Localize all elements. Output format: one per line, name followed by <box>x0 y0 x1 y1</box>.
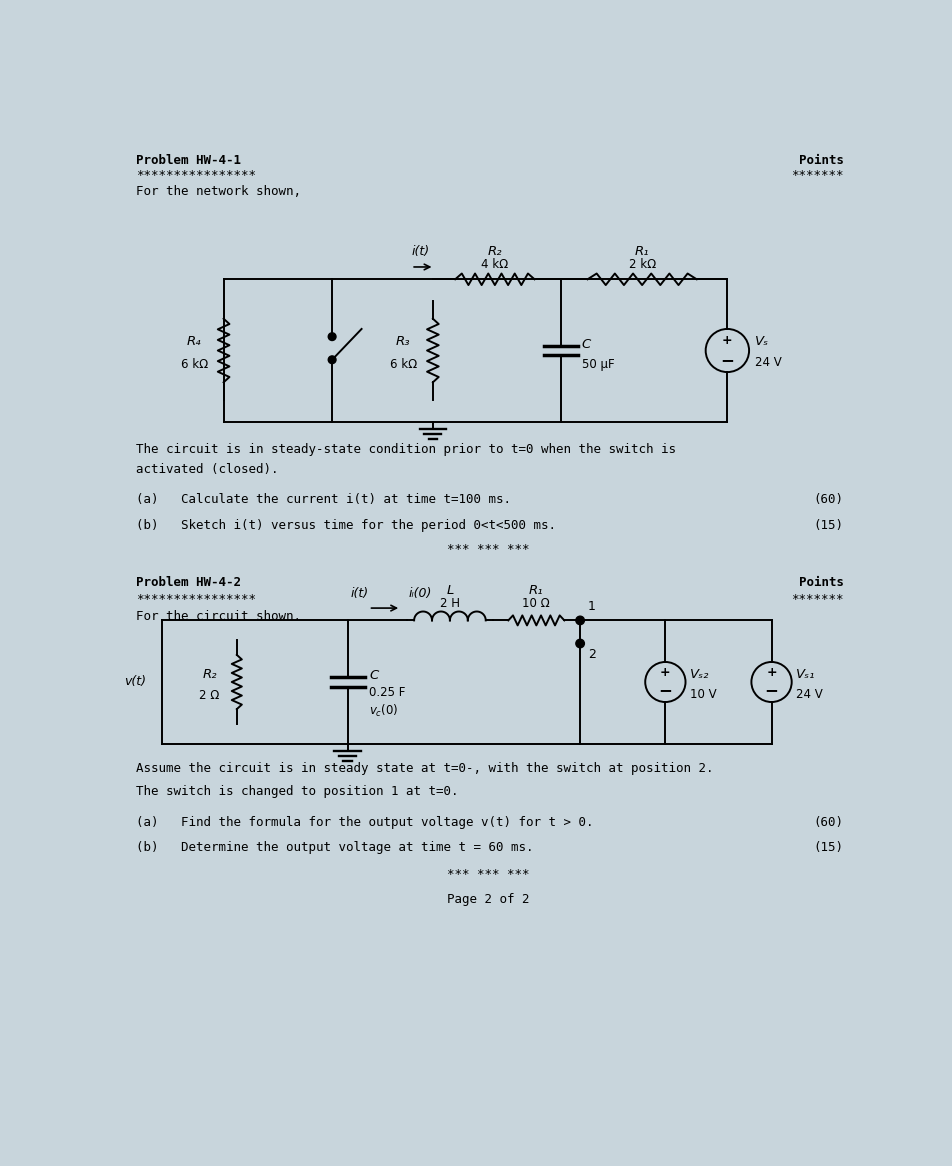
Text: (60): (60) <box>814 493 843 506</box>
Text: Problem HW-4-2: Problem HW-4-2 <box>136 576 241 589</box>
Text: R₁: R₁ <box>635 245 649 258</box>
Text: $v_c(0)$: $v_c(0)$ <box>369 703 399 719</box>
Circle shape <box>576 639 585 648</box>
Text: 50 μF: 50 μF <box>582 358 614 371</box>
Circle shape <box>328 356 336 364</box>
Text: i(t): i(t) <box>350 586 368 599</box>
Text: +: + <box>660 666 671 679</box>
Text: ****************: **************** <box>136 169 256 182</box>
Text: (a)   Find the formula for the output voltage v(t) for t > 0.: (a) Find the formula for the output volt… <box>136 816 593 829</box>
Text: R₄: R₄ <box>187 335 202 347</box>
Text: v(t): v(t) <box>124 675 146 688</box>
Text: Vₛ: Vₛ <box>755 335 768 347</box>
Text: 10 V: 10 V <box>690 688 717 701</box>
Text: C: C <box>369 669 379 682</box>
Text: 0.25 F: 0.25 F <box>369 687 406 700</box>
Text: activated (closed).: activated (closed). <box>136 463 279 477</box>
Text: (15): (15) <box>814 842 843 855</box>
Text: Points: Points <box>799 576 843 589</box>
Text: i(t): i(t) <box>411 245 429 258</box>
Text: 6 kΩ: 6 kΩ <box>389 358 417 371</box>
Text: 24 V: 24 V <box>797 688 823 701</box>
Text: Assume the circuit is in steady state at t=0-, with the switch at position 2.: Assume the circuit is in steady state at… <box>136 763 714 775</box>
Text: R₁: R₁ <box>529 584 544 597</box>
Text: −: − <box>721 351 734 368</box>
Text: 10 Ω: 10 Ω <box>523 597 550 610</box>
Circle shape <box>328 332 336 340</box>
Text: For the circuit shown.: For the circuit shown. <box>136 610 301 623</box>
Text: Vₛ₁: Vₛ₁ <box>797 668 816 681</box>
Text: Page 2 of 2: Page 2 of 2 <box>446 893 529 906</box>
Text: Points: Points <box>799 154 843 167</box>
Text: R₂: R₂ <box>203 668 217 681</box>
Text: 4 kΩ: 4 kΩ <box>482 258 508 271</box>
Text: 2 Ω: 2 Ω <box>200 689 220 702</box>
Text: −: − <box>764 681 779 700</box>
Text: C: C <box>582 338 591 351</box>
Text: ****************: **************** <box>136 592 256 605</box>
Text: The switch is changed to position 1 at t=0.: The switch is changed to position 1 at t… <box>136 785 459 799</box>
Text: R₃: R₃ <box>396 335 410 347</box>
Text: 2: 2 <box>588 648 596 661</box>
Text: Problem HW-4-1: Problem HW-4-1 <box>136 154 241 167</box>
Text: *** *** ***: *** *** *** <box>446 869 529 881</box>
Text: R₂: R₂ <box>487 245 503 258</box>
Text: (60): (60) <box>814 816 843 829</box>
Text: Vₛ₂: Vₛ₂ <box>690 668 709 681</box>
Text: The circuit is in steady-state condition prior to t=0 when the switch is: The circuit is in steady-state condition… <box>136 443 676 456</box>
Circle shape <box>576 616 585 625</box>
Text: −: − <box>659 681 672 700</box>
Text: 1: 1 <box>588 600 596 613</box>
Text: (b)   Determine the output voltage at time t = 60 ms.: (b) Determine the output voltage at time… <box>136 842 533 855</box>
Text: 2 kΩ: 2 kΩ <box>628 258 656 271</box>
Text: *******: ******* <box>791 169 843 182</box>
Text: (15): (15) <box>814 519 843 532</box>
Text: (a)   Calculate the current i(t) at time t=100 ms.: (a) Calculate the current i(t) at time t… <box>136 493 511 506</box>
Text: 2 H: 2 H <box>440 597 460 610</box>
Text: (b)   Sketch i(t) versus time for the period 0<t<500 ms.: (b) Sketch i(t) versus time for the peri… <box>136 519 556 532</box>
Text: *** *** ***: *** *** *** <box>446 543 529 556</box>
Text: +: + <box>766 666 777 679</box>
Text: 6 kΩ: 6 kΩ <box>181 358 208 371</box>
Text: *******: ******* <box>791 592 843 605</box>
Text: For the network shown,: For the network shown, <box>136 184 301 197</box>
Text: L: L <box>446 584 453 597</box>
Text: +: + <box>722 333 733 346</box>
Text: 24 V: 24 V <box>755 357 782 370</box>
Text: iₗ(0): iₗ(0) <box>408 586 432 599</box>
